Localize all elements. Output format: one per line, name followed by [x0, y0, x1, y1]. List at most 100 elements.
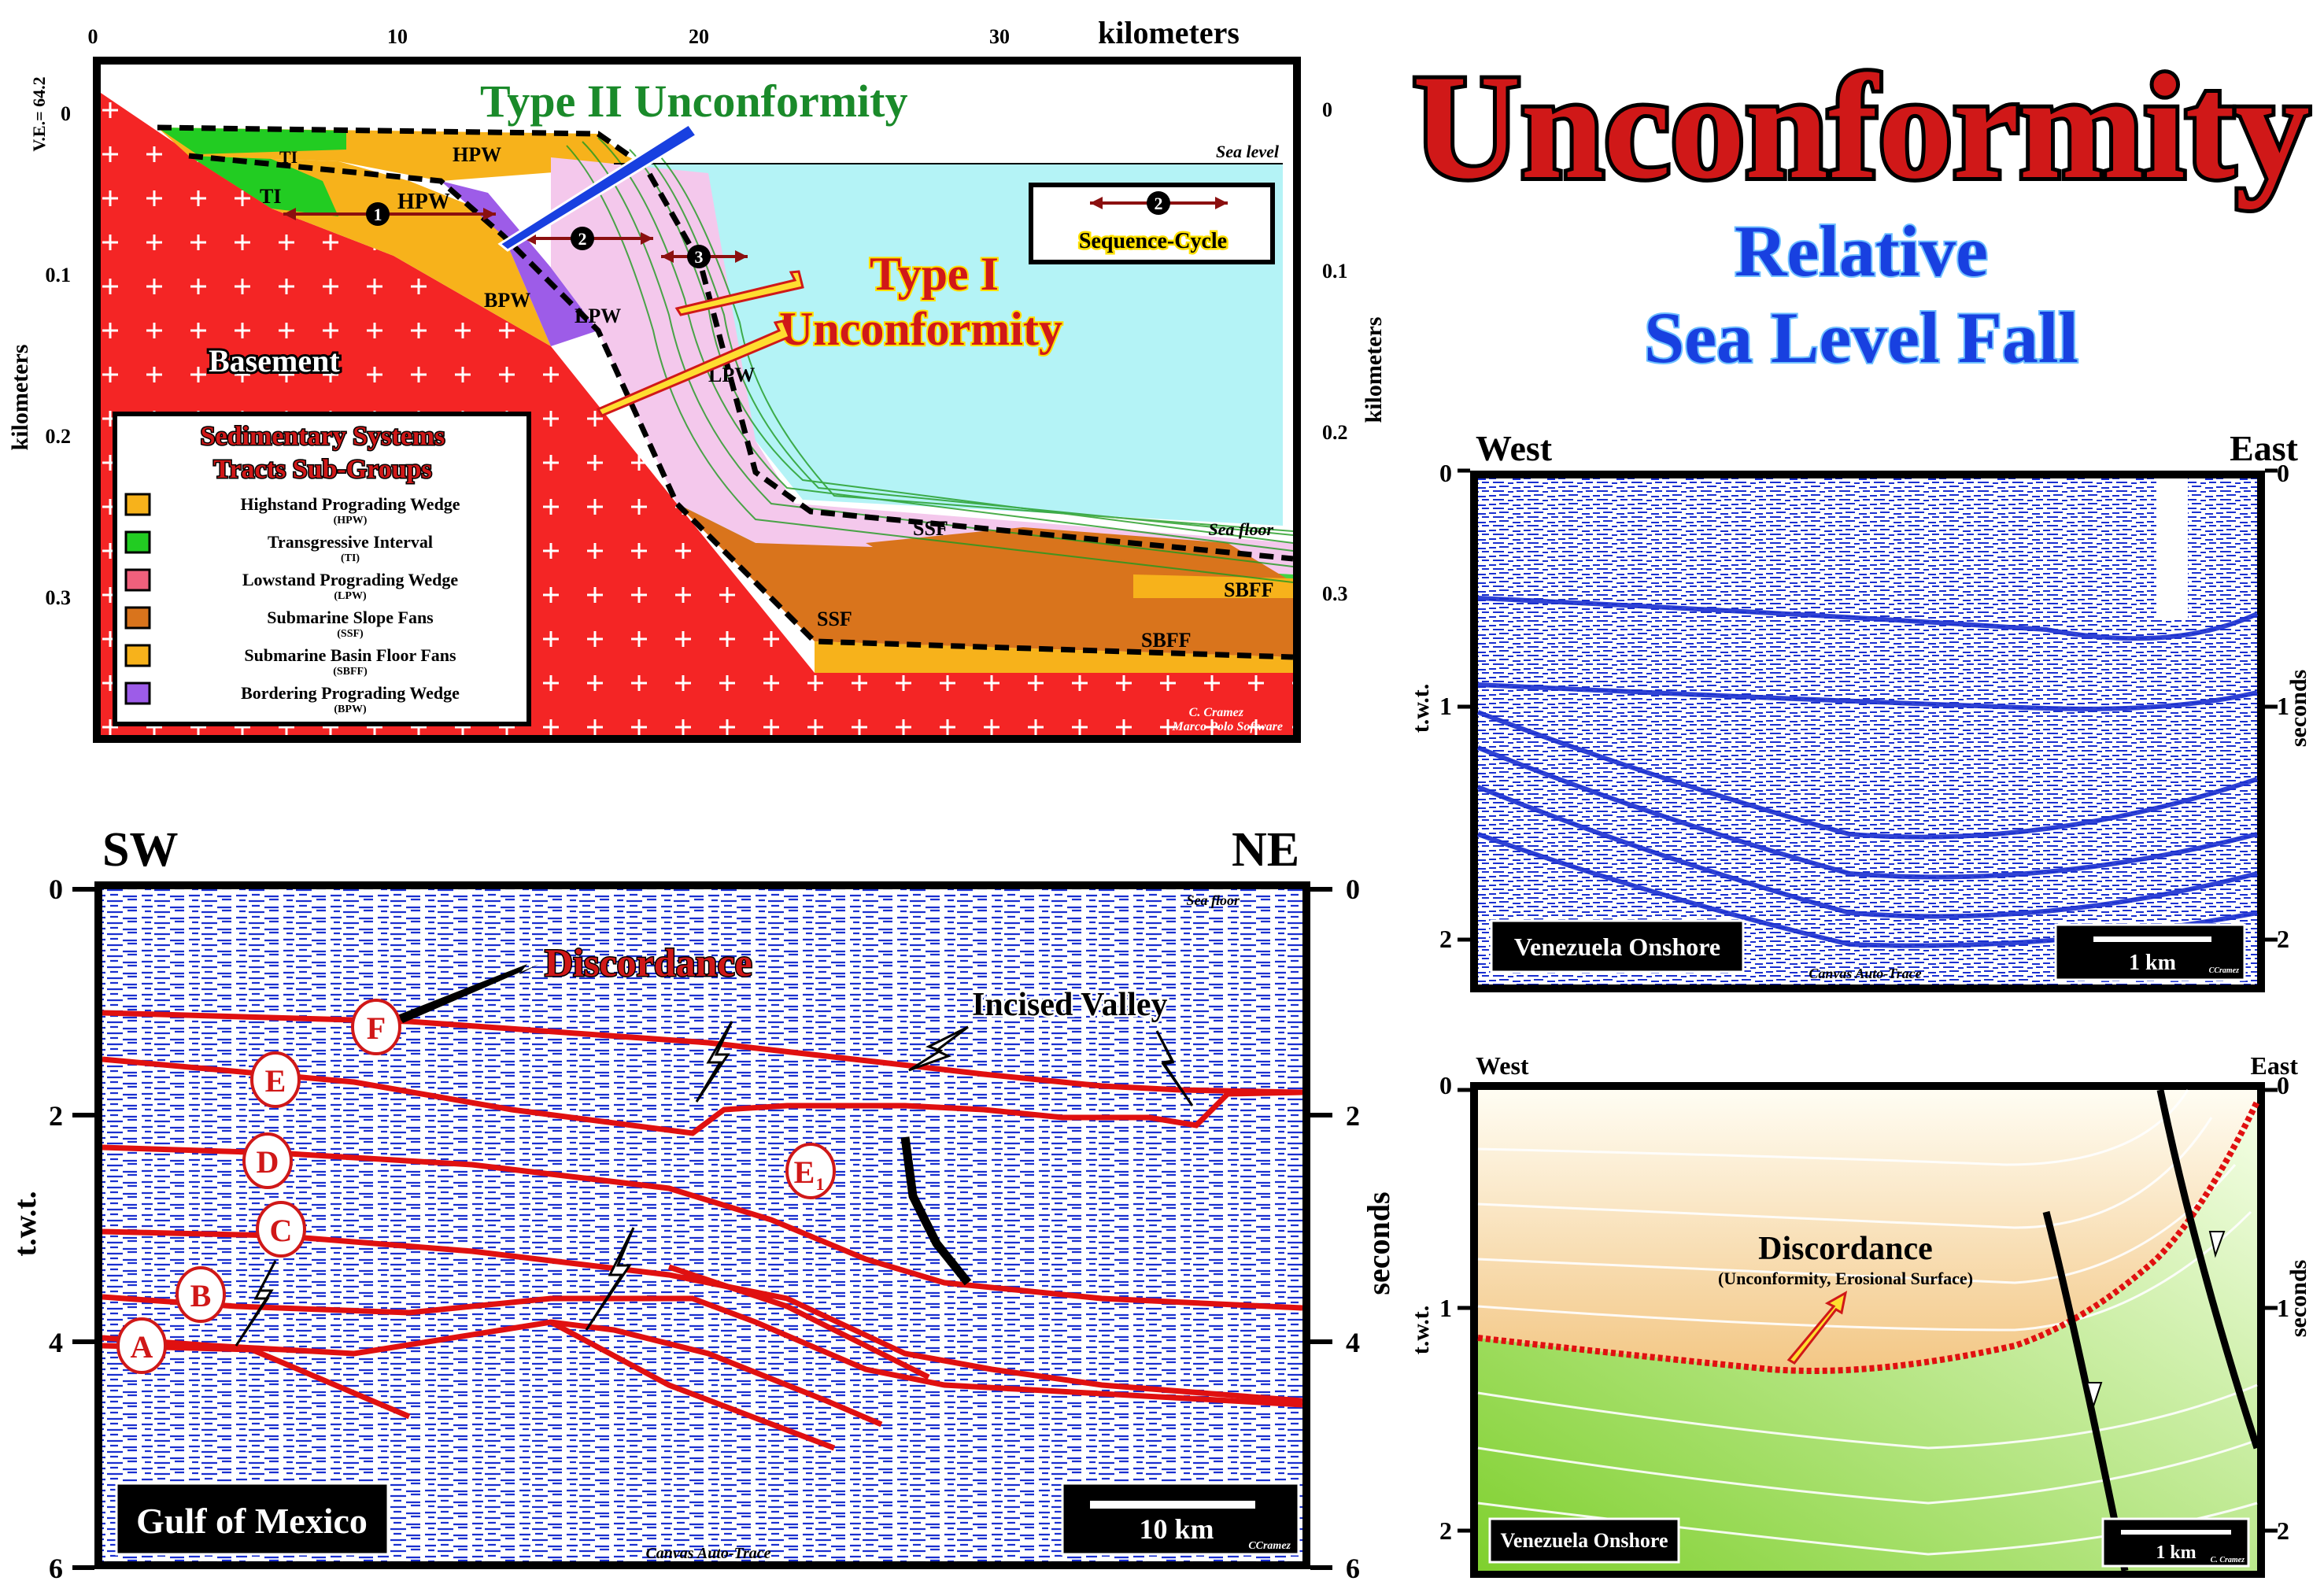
marker-3: 3 [687, 245, 711, 268]
depth-tick-0.2: 0.2 [46, 425, 72, 448]
depth-tick-0.3: 0.3 [46, 586, 72, 609]
legend-item-abbr: (SSF) [337, 628, 364, 640]
depth-tick-right-0: 0 [1322, 98, 1332, 121]
gulf-scale-label: 10 km [1139, 1513, 1214, 1545]
vertical-exaggeration: V.E.= 64.2 [29, 76, 49, 151]
legend-item-name: Lowstand Prograding Wedge [242, 570, 458, 589]
seconds-axis-label: seconds [1361, 1191, 1396, 1295]
horizon-e1: E 1 [785, 1143, 836, 1199]
depth-axis-left: 0 0.1 0.2 0.3 kilometers V.E.= 64.2 [7, 76, 71, 609]
horizon-c-text: C [270, 1213, 293, 1248]
marker-2-text: 2 [578, 229, 587, 249]
horizon-c: C [256, 1201, 306, 1258]
legend-item-abbr: (HPW) [334, 515, 368, 526]
gulf-scale-bar [1090, 1501, 1255, 1509]
fault-line [900, 1136, 972, 1286]
sec-tick-2: 2 [1346, 1100, 1360, 1132]
discordance-pointer [397, 964, 539, 1023]
ven-tick-right-2: 2 [2277, 925, 2289, 953]
gulf-location-box [115, 1482, 390, 1556]
km-tick-30: 30 [989, 25, 1010, 48]
legend-item-abbr: (SBFF) [333, 666, 368, 678]
legend-item: Submarine Slope Fans(SSF) [124, 606, 434, 640]
ne-label: NE [1232, 823, 1299, 877]
type1-label-line1: Type I [870, 248, 999, 300]
sequence-cycle-box: 2 Sequence-Cycle [1029, 183, 1275, 264]
sw-label: SW [102, 823, 178, 877]
basement-label: Basement [209, 343, 340, 379]
depth-axis-label-left: kilometers [7, 345, 33, 451]
incised-valley-label: Incised Valley [972, 987, 1168, 1023]
venezuela-west-label: West [1476, 428, 1553, 468]
gulf-location-label: Gulf of Mexico [136, 1501, 368, 1541]
discordance-surface [1477, 1100, 2260, 1374]
depth-axis-right: 0 0.1 0.2 0.3 kilometers [1322, 98, 1387, 605]
horizon-b: B [176, 1266, 226, 1323]
ven-location-label: Venezuela Onshore [1514, 933, 1720, 961]
depth-axis-label-right: kilometers [1361, 317, 1387, 423]
horizon-markers: F E D C B A E [116, 999, 836, 1374]
legend-item-abbr: (TI) [341, 552, 360, 564]
twt-tick-2: 2 [49, 1100, 63, 1132]
twt-axis-label: t.w.t. [7, 1191, 42, 1256]
horizon-e-text: E [265, 1063, 286, 1099]
interp-scale-bar [2121, 1530, 2231, 1535]
interp-scale-label: 1 km [2156, 1542, 2196, 1563]
ven-tick-1: 1 [1439, 692, 1452, 720]
subtitle-relative: Relative [1735, 211, 1988, 291]
sequence-diagram-panel: 0 10 20 30 kilometers 0 0.1 0.2 0.3 kilo… [7, 15, 1387, 743]
horizon-a-text: A [131, 1329, 153, 1365]
legend-title-2: Tracts Sub-Groups [213, 455, 431, 484]
ven-trace-credit: Canvas Auto-Trace [1809, 966, 1921, 981]
ven-credit: CCramez [2209, 966, 2239, 975]
km-tick-10: 10 [387, 25, 408, 48]
gulf-y-axis-left: 0 2 4 6 t.w.t. [7, 874, 94, 1581]
ven-scale-label: 1 km [2129, 951, 2176, 975]
ven-seconds-label: seconds [2285, 670, 2311, 747]
gulf-seismic-panel: SW NE 0 2 4 6 t.w.t. 0 2 4 6 seconds Sea… [7, 823, 1396, 1581]
interp-location-box [1488, 1517, 1680, 1564]
credit-author: C. Cramez [1189, 706, 1244, 719]
interp-credit: C. Cramez [2211, 1556, 2245, 1564]
horizon-d: D [242, 1132, 293, 1189]
twt-tick-4: 4 [49, 1327, 63, 1358]
legend-item: Highstand Prograding Wedge(HPW) [124, 493, 460, 526]
label-ssf-lower: SSF [817, 608, 852, 630]
legend-swatch [124, 530, 151, 554]
label-hpw-upper: HPW [453, 143, 501, 166]
ven-tick-right-1: 1 [2277, 692, 2289, 720]
km-tick-20: 20 [689, 25, 709, 48]
km-axis-label: kilometers [1098, 15, 1240, 50]
legend-item: Bordering Prograding Wedge(BPW) [124, 682, 460, 715]
venezuela-seismic-panel: West East 0 1 2 t.w.t. 0 1 2 seconds Ven… [1408, 428, 2311, 992]
type2-arrow [497, 122, 699, 252]
sea-floor-label: Sea floor [1209, 519, 1274, 539]
horizon-b-text: B [190, 1278, 212, 1313]
venezuela-east-label: East [2230, 428, 2299, 468]
sec-tick-4: 4 [1346, 1327, 1360, 1358]
label-bpw: BPW [484, 289, 530, 312]
twt-tick-0: 0 [49, 874, 63, 905]
legend-item-name: Bordering Prograding Wedge [241, 683, 460, 703]
subtitle-sea-level-fall: Sea Level Fall [1644, 297, 2078, 378]
marker-1-text: 1 [374, 205, 382, 224]
horizon-e: E [250, 1051, 301, 1108]
discordance-label: Discordance [545, 940, 752, 984]
depth-tick-right-0.3: 0.3 [1322, 582, 1348, 605]
label-hpw-lower: HPW [397, 190, 450, 214]
legend-item-abbr: (LPW) [334, 590, 367, 602]
interp-pointer-arrow [1786, 1291, 1848, 1365]
interpretation-panel: West East Discordance (Unconformity, Ero… [1408, 1051, 2311, 1578]
horizon-f-text: F [367, 1010, 386, 1046]
interp-tick-right-0: 0 [2277, 1071, 2289, 1099]
ven-tick-0: 0 [1439, 459, 1452, 487]
legend-swatch [124, 644, 151, 667]
legend-swatch [124, 568, 151, 592]
legend-item-name: Submarine Basin Floor Fans [244, 645, 456, 665]
label-sbff-upper: SBFF [1224, 578, 1274, 601]
label-ti-lower: TI [260, 185, 281, 208]
legend-item: Transgressive Interval(TI) [124, 530, 433, 564]
gulf-trace-credit: Canvas Auto-Trace [645, 1545, 770, 1562]
interp-east-label: East [2251, 1051, 2299, 1080]
